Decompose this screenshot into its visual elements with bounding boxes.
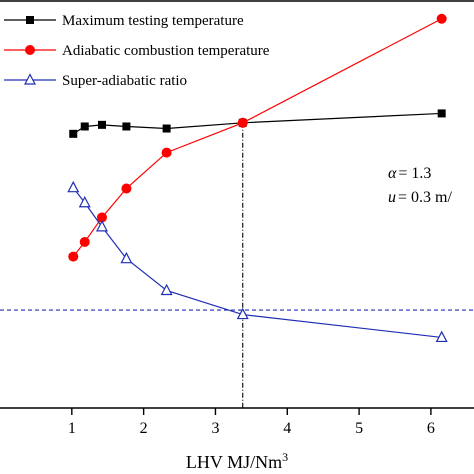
series-max-testing-temperature <box>69 109 446 138</box>
data-point <box>237 117 248 128</box>
x-tick-label: 6 <box>427 420 435 437</box>
data-point <box>437 109 446 118</box>
data-point <box>435 330 448 343</box>
legend-marker <box>25 45 35 55</box>
data-point <box>121 183 132 194</box>
data-point <box>162 124 171 133</box>
series-layer <box>67 13 448 343</box>
x-tick-label: 5 <box>355 420 363 437</box>
x-tick-label: 4 <box>283 420 291 437</box>
alpha-symbol: α <box>388 165 397 182</box>
alpha-value: = 1.3 <box>398 165 431 182</box>
data-point <box>67 180 80 193</box>
legend-label: Maximum testing temperature <box>62 13 244 29</box>
legend: Maximum testing temperature Adiabatic com… <box>4 13 270 89</box>
legend-label: Adiabatic combustion temperature <box>62 43 270 59</box>
data-point <box>79 236 90 247</box>
data-point <box>80 122 89 131</box>
data-point <box>95 220 108 232</box>
x-axis-label-superscript: 3 <box>282 450 288 464</box>
x-tick-label: 3 <box>211 420 219 437</box>
x-axis-ticks: 1 2 3 4 5 6 <box>68 408 435 437</box>
data-point <box>236 307 249 320</box>
data-point <box>97 120 106 129</box>
series-adiabatic-combustion-temperature <box>68 13 447 262</box>
data-point <box>78 195 91 208</box>
data-point <box>122 122 131 131</box>
data-point <box>160 283 173 296</box>
u-symbol: u <box>388 189 396 206</box>
x-tick-label: 1 <box>68 420 76 437</box>
data-point <box>161 147 172 158</box>
reference-lines <box>0 122 474 408</box>
x-axis-label-text: LHV MJ/Nm <box>186 452 282 472</box>
legend-label: Super-adiabatic ratio <box>62 73 187 89</box>
data-point <box>436 13 447 24</box>
data-point <box>68 251 79 262</box>
data-point <box>120 251 133 264</box>
data-point <box>69 129 78 138</box>
legend-marker <box>24 73 36 85</box>
legend-marker <box>26 16 34 24</box>
series-super-adiabatic-ratio <box>67 180 448 343</box>
u-annotation: u = 0.3 m/ <box>388 189 452 206</box>
data-point <box>96 212 107 223</box>
x-tick-label: 2 <box>140 420 148 437</box>
x-axis-label: LHV MJ/Nm3 <box>186 450 288 472</box>
plot-frame <box>0 0 474 409</box>
u-value: = 0.3 m/ <box>398 189 452 206</box>
parameter-annotations: α = 1.3 u = 0.3 m/ <box>388 165 452 206</box>
alpha-annotation: α = 1.3 <box>388 165 431 182</box>
